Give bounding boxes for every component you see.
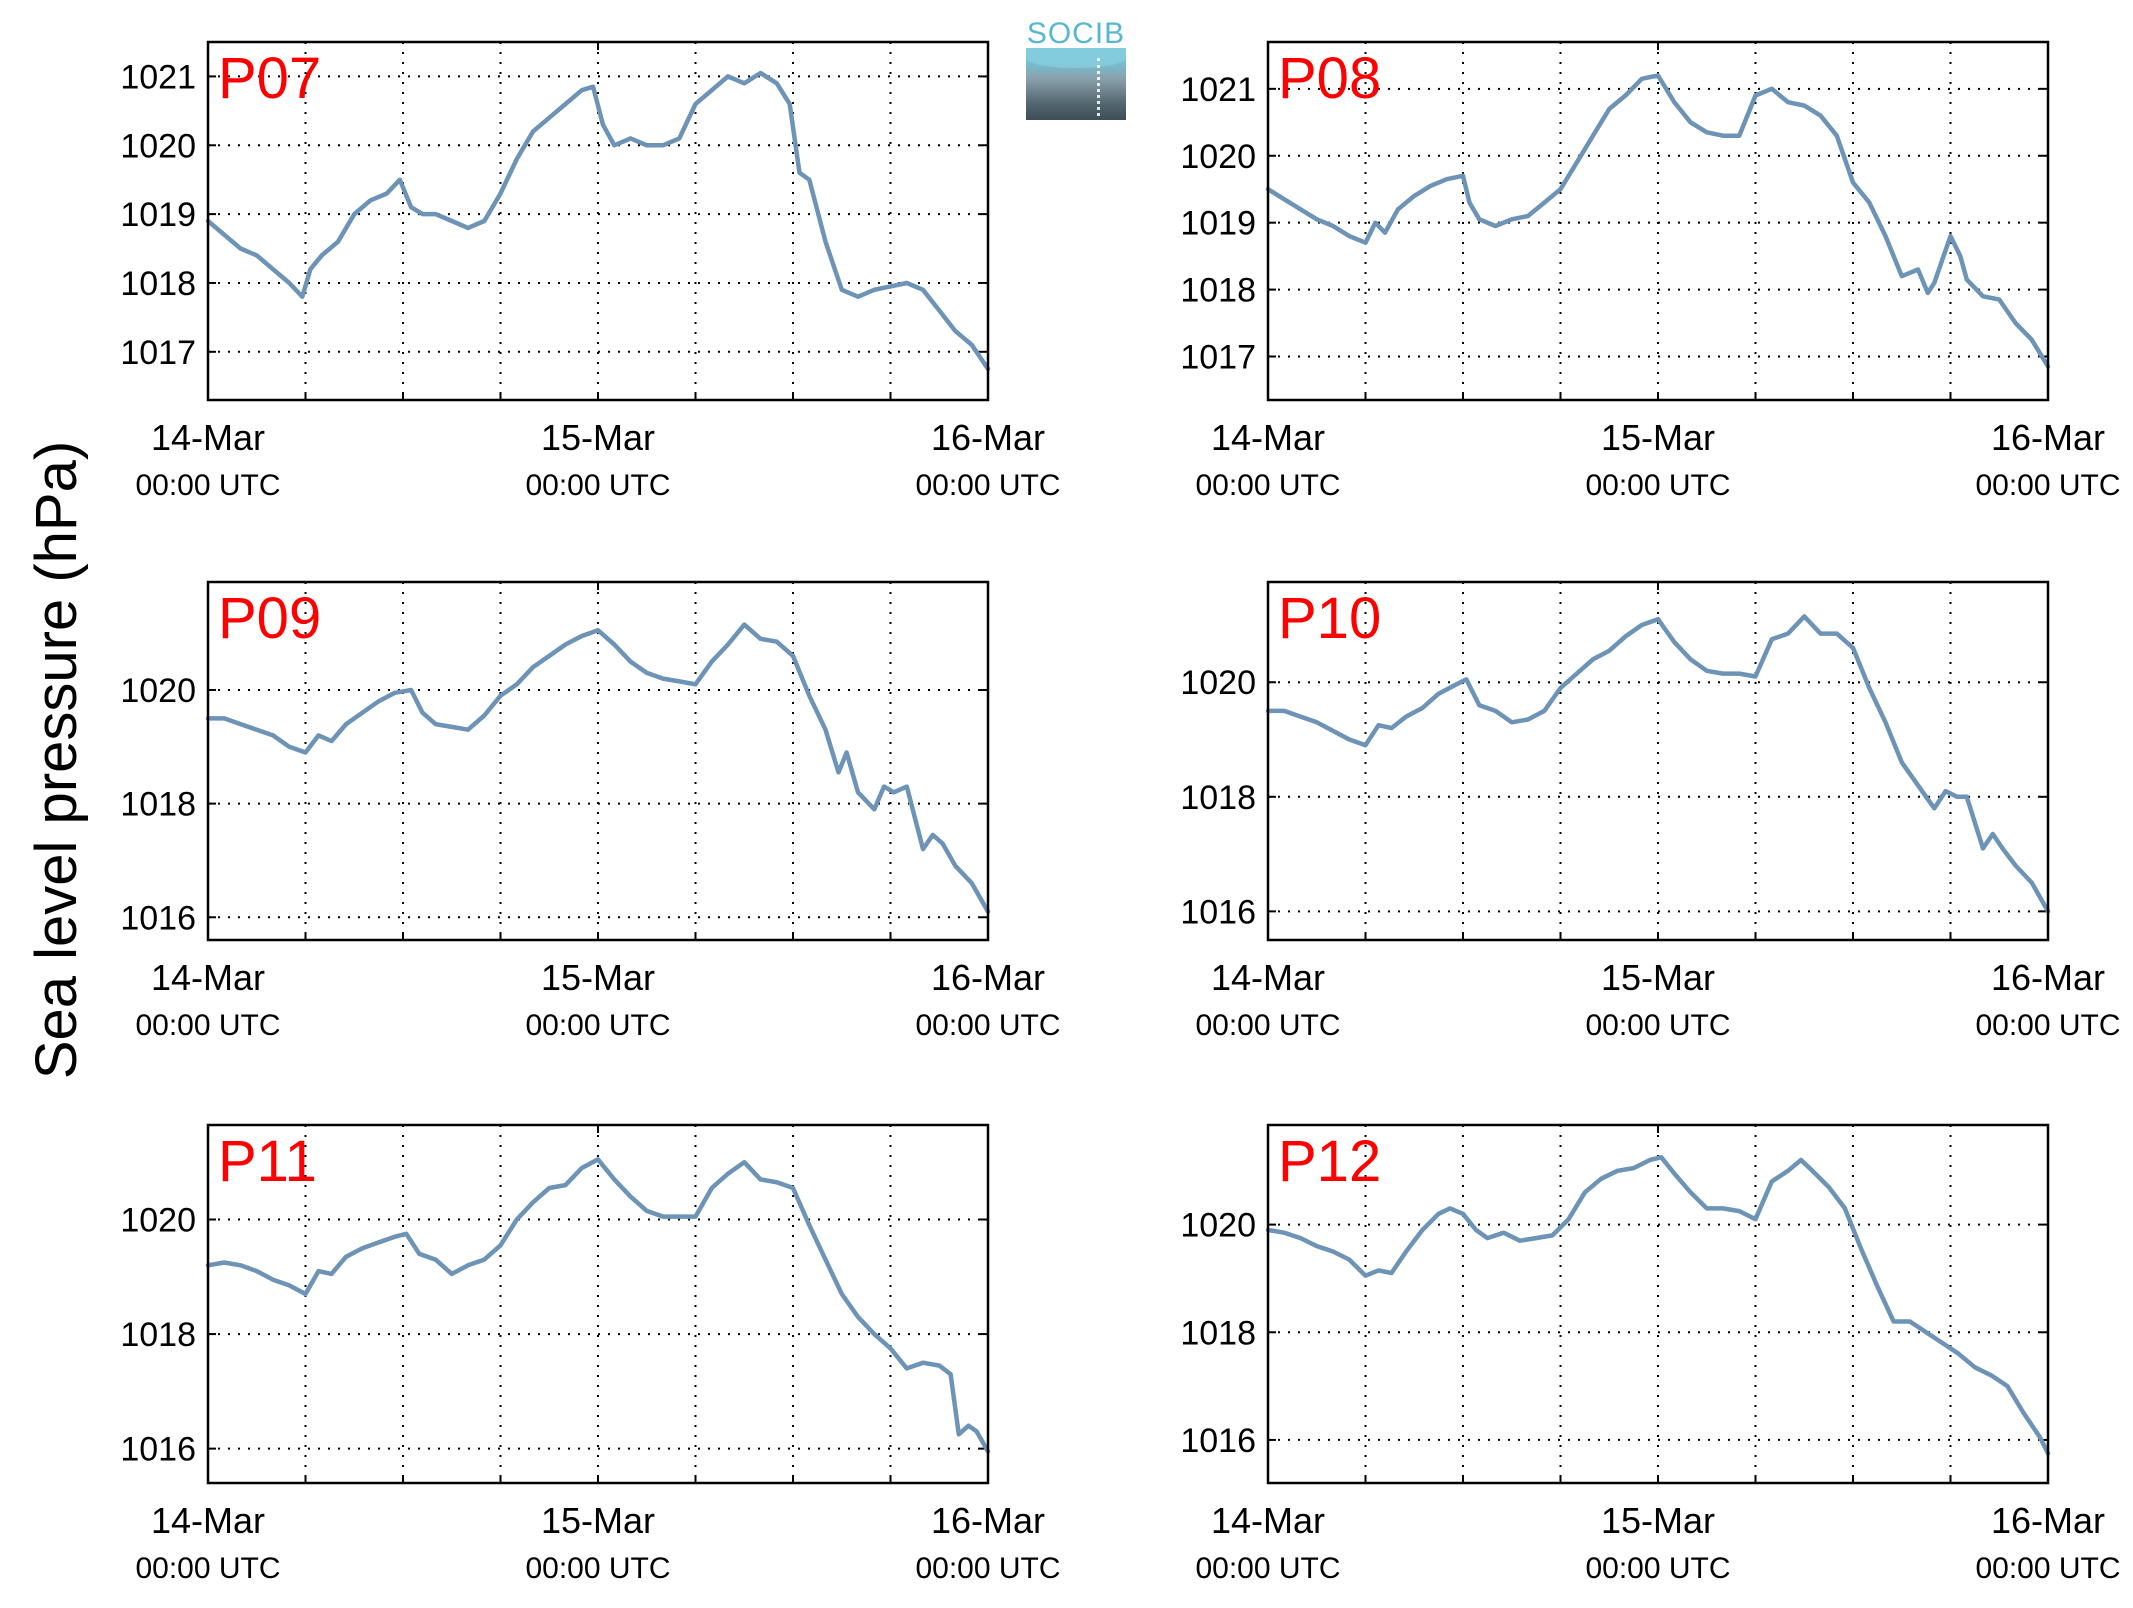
x-tick-label-date: 15-Mar (1601, 957, 1715, 998)
pressure-series-line (205, 70, 991, 372)
x-tick-label-time: 00:00 UTC (135, 469, 280, 502)
x-tick-label-date: 16-Mar (931, 417, 1045, 458)
panel-label: P08 (1278, 46, 1381, 111)
x-tick-label-time: 00:00 UTC (1195, 1552, 1340, 1585)
x-tick-label-time: 00:00 UTC (1975, 469, 2120, 502)
y-tick-label: 1018 (120, 786, 196, 824)
y-tick-label: 1020 (1180, 664, 1256, 702)
panel-label: P09 (218, 586, 321, 651)
x-tick-label-time: 00:00 UTC (915, 1009, 1060, 1042)
plot-frame (206, 40, 990, 402)
y-tick-label: 1020 (120, 127, 196, 165)
x-tick-label-date: 14-Mar (151, 957, 265, 998)
y-tick-label: 1018 (1180, 779, 1256, 817)
y-tick-label: 1018 (1180, 272, 1256, 310)
x-tick-label-date: 15-Mar (1601, 1500, 1715, 1541)
panel-p09: 1016 1018 1020 14-Mar 00:00 UTC 15-Mar 00:00 U… (120, 580, 1061, 1042)
socib-logo-wave (1026, 48, 1126, 68)
x-tick-label-time: 00:00 UTC (135, 1552, 280, 1585)
plot-frame (206, 580, 990, 942)
x-tick-label-time: 00:00 UTC (1195, 469, 1340, 502)
panel-label: P12 (1278, 1129, 1381, 1194)
y-tick-label: 1020 (120, 672, 196, 710)
x-tick-label-time: 00:00 UTC (1585, 469, 1730, 502)
x-tick-label-time: 00:00 UTC (1195, 1009, 1340, 1042)
x-tick-label-date: 15-Mar (541, 417, 655, 458)
panel-p12: 1016 1018 1020 14-Mar 00:00 UTC 15-Mar 00:00 U… (1180, 1123, 2121, 1585)
y-tick-label: 1016 (120, 899, 196, 937)
y-tick-label: 1017 (120, 334, 196, 372)
x-tick-label-time: 00:00 UTC (1975, 1552, 2120, 1585)
x-tick-label-date: 16-Mar (1991, 417, 2105, 458)
x-tick-label-date: 14-Mar (151, 1500, 265, 1541)
y-tick-label: 1020 (1180, 1207, 1256, 1245)
y-tick-label: 1017 (1180, 339, 1256, 377)
plot-frame (206, 1123, 990, 1485)
x-tick-label-date: 16-Mar (931, 1500, 1045, 1541)
socib-logo-dots (1097, 58, 1100, 116)
x-tick-label-date: 14-Mar (1211, 1500, 1325, 1541)
x-tick-label-date: 14-Mar (151, 417, 265, 458)
y-tick-label: 1016 (1180, 893, 1256, 931)
x-tick-label-time: 00:00 UTC (135, 1009, 280, 1042)
y-tick-label: 1018 (1180, 1314, 1256, 1352)
x-tick-label-time: 00:00 UTC (1585, 1552, 1730, 1585)
socib-logo: SOCIB (1026, 18, 1126, 120)
y-tick-label: 1020 (1180, 138, 1256, 176)
x-tick-label-date: 15-Mar (541, 957, 655, 998)
x-tick-label-time: 00:00 UTC (1585, 1009, 1730, 1042)
pressure-series-line (1265, 73, 2051, 369)
panel-p08: 1017 1018 1019 1020 1021 14-Mar 00:00 UTC 15-Ma… (1180, 40, 2121, 502)
pressure-series-line (1265, 614, 2051, 914)
x-tick-label-date: 15-Mar (1601, 417, 1715, 458)
y-tick-label: 1019 (1180, 205, 1256, 243)
x-tick-label-time: 00:00 UTC (525, 469, 670, 502)
x-tick-label-date: 16-Mar (1991, 1500, 2105, 1541)
panel-p10: 1016 1018 1020 14-Mar 00:00 UTC 15-Mar 00:00 U… (1180, 580, 2121, 1042)
y-tick-label: 1019 (120, 196, 196, 234)
y-tick-label: 1016 (120, 1431, 196, 1469)
socib-logo-text: SOCIB (1026, 17, 1126, 50)
x-tick-label-time: 00:00 UTC (1975, 1009, 2120, 1042)
x-tick-label-date: 14-Mar (1211, 957, 1325, 998)
y-tick-label: 1018 (120, 1316, 196, 1354)
pressure-series-line (1265, 1155, 2051, 1456)
y-tick-label: 1018 (120, 265, 196, 303)
panel-label: P07 (218, 46, 321, 111)
x-tick-label-time: 00:00 UTC (915, 469, 1060, 502)
y-tick-label: 1020 (120, 1202, 196, 1240)
plot-frame (1266, 40, 2050, 402)
y-tick-label: 1021 (120, 58, 196, 96)
y-tick-label: 1016 (1180, 1422, 1256, 1460)
y-tick-label: 1021 (1180, 71, 1256, 109)
x-tick-label-time: 00:00 UTC (525, 1009, 670, 1042)
x-tick-label-date: 14-Mar (1211, 417, 1325, 458)
panel-p11: 1016 1018 1020 14-Mar 00:00 UTC 15-Mar 00:00 U… (120, 1123, 1061, 1585)
panel-p07: 1017 1018 1019 1020 1021 14-Mar 00:00 UTC 15-Ma… (120, 40, 1061, 502)
x-tick-label-date: 16-Mar (931, 957, 1045, 998)
panel-label: P11 (218, 1129, 317, 1194)
x-tick-label-time: 00:00 UTC (525, 1552, 670, 1585)
pressure-series-line (205, 622, 991, 914)
plot-frame (1266, 1123, 2050, 1485)
x-tick-label-date: 15-Mar (541, 1500, 655, 1541)
panel-label: P10 (1278, 586, 1381, 651)
x-tick-label-date: 16-Mar (1991, 957, 2105, 998)
x-tick-label-time: 00:00 UTC (915, 1552, 1060, 1585)
plot-frame (1266, 580, 2050, 942)
pressure-series-line (205, 1157, 991, 1454)
